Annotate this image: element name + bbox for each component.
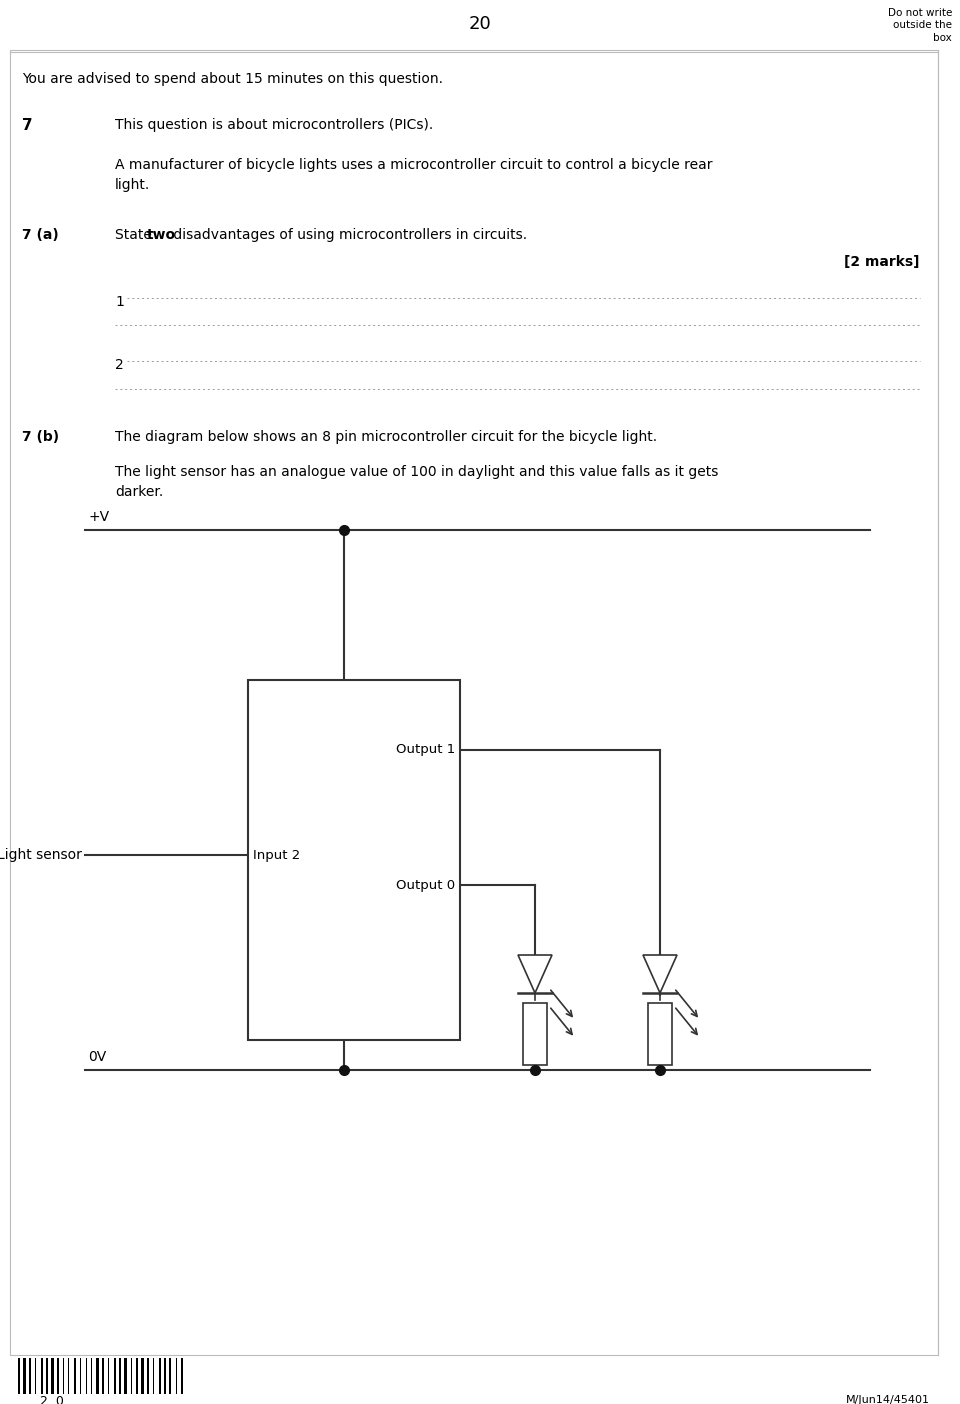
Bar [181, 1358, 183, 1394]
Bar [159, 1358, 161, 1394]
Bar [114, 1358, 116, 1394]
Text: darker.: darker. [115, 484, 163, 498]
Bar [68, 1358, 69, 1394]
Text: 7 (a): 7 (a) [22, 227, 59, 241]
Text: 20: 20 [468, 15, 492, 34]
Bar [153, 1358, 154, 1394]
Text: 1: 1 [115, 295, 124, 309]
Bar [46, 1358, 48, 1394]
Text: two: two [147, 227, 176, 241]
Bar [102, 1358, 104, 1394]
Bar [51, 1358, 54, 1394]
Text: 7 (b): 7 (b) [22, 430, 60, 444]
Bar [23, 1358, 26, 1394]
Bar [80, 1358, 81, 1394]
Bar [41, 1358, 43, 1394]
Bar [523, 1002, 547, 1066]
Bar [119, 1358, 121, 1394]
Text: Input 2: Input 2 [253, 848, 300, 862]
Polygon shape [518, 955, 552, 993]
Bar [29, 1358, 31, 1394]
Bar [18, 1358, 20, 1394]
Bar [63, 1358, 64, 1394]
Text: A manufacturer of bicycle lights uses a microcontroller circuit to control a bic: A manufacturer of bicycle lights uses a … [115, 159, 712, 173]
Text: M/Jun14/45401: M/Jun14/45401 [846, 1396, 930, 1404]
Bar [108, 1358, 109, 1394]
Text: This question is about microcontrollers (PICs).: This question is about microcontrollers … [115, 118, 433, 132]
Text: light.: light. [115, 178, 151, 192]
Text: Output 1: Output 1 [396, 744, 455, 757]
Bar [136, 1358, 138, 1394]
Text: State: State [115, 227, 156, 241]
Text: You are advised to spend about 15 minutes on this question.: You are advised to spend about 15 minute… [22, 72, 443, 86]
Bar [169, 1358, 171, 1394]
Bar [176, 1358, 177, 1394]
Bar [141, 1358, 144, 1394]
Text: 2  0: 2 0 [40, 1396, 64, 1404]
Bar [96, 1358, 99, 1394]
Text: The light sensor has an analogue value of 100 in daylight and this value falls a: The light sensor has an analogue value o… [115, 465, 718, 479]
Text: [2 marks]: [2 marks] [845, 256, 920, 270]
Text: disadvantages of using microcontrollers in circuits.: disadvantages of using microcontrollers … [169, 227, 527, 241]
Text: +V: +V [88, 510, 109, 524]
Text: 2: 2 [115, 358, 124, 372]
Bar [248, 680, 460, 1040]
Text: Output 0: Output 0 [396, 879, 455, 892]
Bar [147, 1358, 149, 1394]
Bar [91, 1358, 92, 1394]
Bar [57, 1358, 59, 1394]
Bar [86, 1358, 87, 1394]
Bar [35, 1358, 36, 1394]
Bar [74, 1358, 76, 1394]
Text: Do not write
outside the
box: Do not write outside the box [888, 8, 952, 42]
Text: 7: 7 [22, 118, 33, 133]
Text: Light sensor: Light sensor [0, 848, 82, 862]
Text: The diagram below shows an 8 pin microcontroller circuit for the bicycle light.: The diagram below shows an 8 pin microco… [115, 430, 658, 444]
Text: 0V: 0V [88, 1050, 107, 1064]
Bar [124, 1358, 127, 1394]
Bar [648, 1002, 672, 1066]
Bar [164, 1358, 166, 1394]
Polygon shape [643, 955, 677, 993]
Bar [131, 1358, 132, 1394]
